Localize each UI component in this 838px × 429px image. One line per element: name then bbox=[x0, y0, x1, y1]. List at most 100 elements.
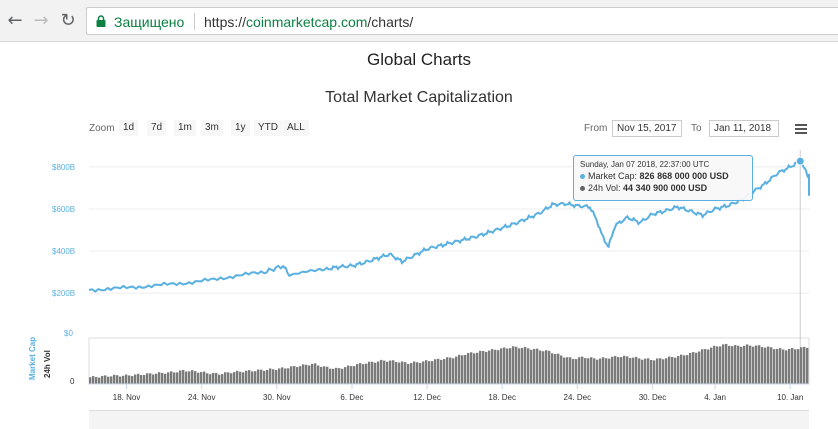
volume-bar bbox=[218, 374, 221, 384]
reload-icon[interactable]: ↻ bbox=[60, 10, 76, 31]
volume-bar bbox=[380, 359, 383, 384]
volume-bar bbox=[254, 371, 257, 384]
volume-bar bbox=[791, 348, 794, 384]
volume-bar bbox=[608, 358, 611, 384]
volume-bar bbox=[599, 358, 602, 384]
zoom-3m-button[interactable]: 3m bbox=[201, 120, 223, 136]
volume-bar bbox=[251, 371, 254, 384]
volume-bar bbox=[407, 363, 410, 384]
volume-bar bbox=[689, 352, 692, 384]
volume-bar bbox=[194, 371, 197, 384]
x-tick-label: 4. Jan bbox=[704, 393, 726, 402]
volume-bar bbox=[734, 345, 737, 384]
secure-label: Защищено bbox=[114, 14, 185, 30]
volume-bar bbox=[701, 349, 704, 384]
volume-bar bbox=[122, 375, 125, 384]
from-date-input[interactable] bbox=[612, 120, 682, 137]
volume-bar bbox=[143, 375, 146, 384]
volume-bar bbox=[683, 355, 686, 384]
volume-bar bbox=[140, 375, 143, 384]
volume-bar bbox=[668, 356, 671, 384]
volume-bar bbox=[740, 346, 743, 384]
tooltip-volume-label: 24h Vol: bbox=[588, 183, 621, 193]
volume-bar bbox=[209, 374, 212, 384]
volume-bar bbox=[767, 346, 770, 384]
volume-bar bbox=[245, 370, 248, 384]
volume-bar bbox=[539, 350, 542, 384]
volume-bar bbox=[674, 357, 677, 384]
volume-bar bbox=[500, 348, 503, 384]
volume-tick-zero: 0 bbox=[70, 377, 75, 386]
volume-bar bbox=[362, 364, 365, 384]
volume-bar bbox=[347, 365, 350, 384]
volume-bar bbox=[518, 348, 521, 384]
tooltip-market-cap-label: Market Cap: bbox=[588, 171, 638, 181]
volume-bar bbox=[494, 349, 497, 384]
volume-bar bbox=[470, 352, 473, 384]
volume-bar bbox=[641, 359, 644, 384]
volume-bar bbox=[749, 345, 752, 384]
volume-bar bbox=[656, 358, 659, 384]
zoom-1m-button[interactable]: 1m bbox=[174, 120, 196, 136]
volume-bar bbox=[383, 360, 386, 384]
volume-bar bbox=[338, 368, 341, 384]
volume-bar bbox=[176, 372, 179, 384]
from-label: From bbox=[584, 123, 608, 134]
volume-axis-title: 24h Vol bbox=[43, 350, 52, 378]
tooltip-market-cap-row: Market Cap: 826 868 000 000 USD bbox=[580, 171, 746, 181]
back-arrow-icon[interactable]: ← bbox=[7, 10, 23, 31]
volume-bars bbox=[89, 343, 809, 384]
volume-bar bbox=[707, 349, 710, 384]
volume-bar bbox=[329, 368, 332, 384]
volume-bar bbox=[557, 353, 560, 384]
volume-bar bbox=[173, 372, 176, 384]
volume-bar bbox=[725, 343, 728, 384]
x-tick-label: 12. Dec bbox=[413, 393, 441, 402]
volume-bar bbox=[290, 366, 293, 384]
volume-bar bbox=[377, 361, 380, 384]
x-tick-label: 24. Dec bbox=[564, 393, 592, 402]
volume-bar bbox=[146, 373, 149, 384]
zoom-all-button[interactable]: ALL bbox=[283, 120, 309, 136]
volume-bar bbox=[620, 357, 623, 384]
volume-bar bbox=[506, 348, 509, 384]
volume-bar bbox=[770, 347, 773, 384]
volume-bar bbox=[638, 358, 641, 384]
volume-bar bbox=[581, 356, 584, 384]
to-date-input[interactable] bbox=[709, 120, 779, 137]
zoom-1y-button[interactable]: 1y bbox=[231, 120, 250, 136]
chart-menu-icon[interactable] bbox=[795, 124, 807, 134]
volume-bar bbox=[779, 348, 782, 384]
lock-icon bbox=[96, 15, 106, 27]
zoom-ytd-button[interactable]: YTD bbox=[254, 120, 282, 136]
volume-bar bbox=[713, 345, 716, 384]
tooltip-volume-row: 24h Vol: 44 340 900 000 USD bbox=[580, 183, 746, 193]
volume-bar bbox=[743, 345, 746, 384]
url-path: /charts/ bbox=[367, 14, 414, 30]
volume-bar bbox=[800, 347, 803, 384]
volume-bar bbox=[686, 355, 689, 384]
volume-bar bbox=[107, 376, 110, 384]
volume-bar bbox=[416, 362, 419, 384]
volume-bar bbox=[773, 349, 776, 384]
zoom-7d-button[interactable]: 7d bbox=[147, 120, 167, 136]
volume-bar bbox=[134, 374, 137, 384]
forward-arrow-icon[interactable]: → bbox=[33, 10, 49, 31]
volume-bar bbox=[527, 348, 530, 384]
address-bar[interactable]: Защищено https://coinmarketcap.com/chart… bbox=[86, 7, 838, 35]
volume-bar bbox=[89, 377, 92, 384]
volume-bar bbox=[203, 371, 206, 384]
page-title: Global Charts bbox=[367, 50, 471, 69]
zoom-label: Zoom bbox=[89, 123, 115, 134]
y-tick-label: $600B bbox=[52, 205, 75, 214]
tooltip-date: Sunday, Jan 07 2018, 22:37:00 UTC bbox=[580, 160, 710, 169]
volume-bar bbox=[458, 354, 461, 384]
volume-bar bbox=[548, 350, 551, 384]
range-navigator[interactable] bbox=[89, 410, 809, 429]
zoom-1d-button[interactable]: 1d bbox=[119, 120, 139, 136]
browser-toolbar: ← → ↻ Защищено https://coinmarketcap.com… bbox=[0, 0, 838, 42]
volume-bar bbox=[248, 370, 251, 384]
volume-bar bbox=[431, 361, 434, 384]
volume-bar bbox=[647, 358, 650, 384]
market-cap-chart[interactable]: $200B $400B $600B $800B 18. Nov 24. Nov 30. N… bbox=[0, 140, 838, 410]
